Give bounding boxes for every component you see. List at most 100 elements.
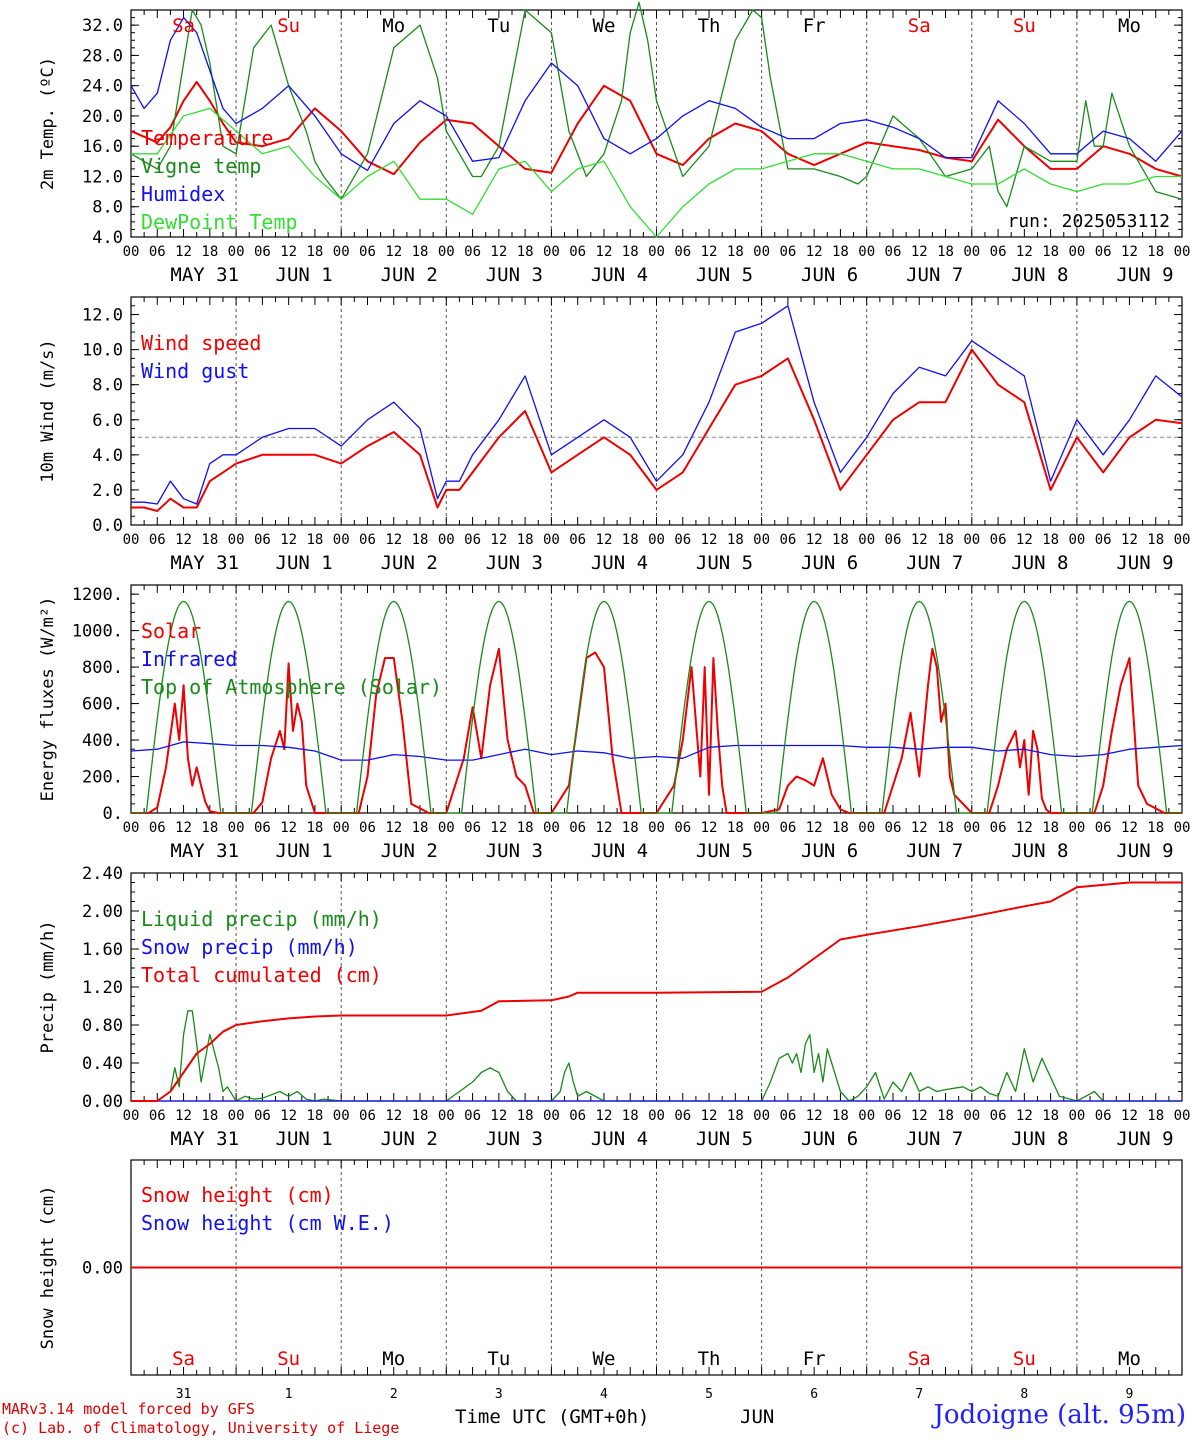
date-label: JUN 8 [1011, 552, 1068, 574]
model-credit: MARv3.14 model forced by GFS (c) Lab. of… [2, 1400, 399, 1438]
hour-label: 12 [806, 532, 823, 548]
hour-label: 00 [228, 820, 245, 836]
hour-label: 00 [438, 532, 455, 548]
date-label: JUN 6 [801, 264, 858, 286]
hour-label: 12 [1016, 1108, 1033, 1124]
hour-label: 06 [779, 1108, 796, 1124]
hour-label: 18 [1042, 532, 1059, 548]
day-number: 3 [495, 1387, 503, 1402]
legend-entry: Snow height (cm) [141, 1183, 334, 1207]
hour-label: 12 [1016, 244, 1033, 260]
hour-label: 00 [543, 820, 560, 836]
hour-label: 00 [963, 820, 980, 836]
weekday-label: Sa [908, 15, 931, 37]
hour-label: 18 [622, 532, 639, 548]
hour-label: 00 [963, 532, 980, 548]
hour-label: 06 [359, 820, 376, 836]
hour-label: 12 [490, 532, 507, 548]
series-line-wind-speed [131, 348, 1183, 512]
hour-label: 18 [1042, 1108, 1059, 1124]
hour-label: 00 [123, 820, 140, 836]
y-axis-title: 10m Wind (m/s) [38, 339, 58, 482]
hour-label: 00 [1068, 1108, 1085, 1124]
hour-label: 06 [149, 1108, 166, 1124]
hour-label: 06 [149, 532, 166, 548]
hour-label: 06 [149, 244, 166, 260]
hour-label: 12 [806, 1108, 823, 1124]
date-label: JUN 7 [906, 1128, 963, 1150]
hour-label: 12 [280, 244, 297, 260]
hour-label: 00 [228, 244, 245, 260]
date-label: JUN 5 [696, 264, 753, 286]
legend-entry: Snow precip (mm/h) [141, 935, 358, 959]
hour-label: 12 [596, 532, 613, 548]
hour-label: 18 [622, 820, 639, 836]
hour-label: 18 [412, 244, 429, 260]
panel-5 [130, 1159, 1183, 1376]
hour-label: 12 [911, 820, 928, 836]
hour-label: 18 [1147, 820, 1164, 836]
hour-label: 12 [175, 1108, 192, 1124]
month-label: JUN [740, 1406, 775, 1428]
hour-label: 18 [1147, 1108, 1164, 1124]
hour-label: 00 [1174, 532, 1191, 548]
hour-label: 06 [674, 244, 691, 260]
hour-label: 00 [963, 1108, 980, 1124]
hour-label: 00 [858, 820, 875, 836]
hour-label: 18 [517, 820, 534, 836]
hour-label: 00 [1068, 820, 1085, 836]
run-annotation: run: 2025053112 [1007, 211, 1170, 232]
date-label: JUN 1 [276, 840, 333, 862]
hour-label: 18 [727, 1108, 744, 1124]
hour-label: 06 [779, 820, 796, 836]
hour-label: 18 [306, 1108, 323, 1124]
y-axis-title: 2m Temp. (ºC) [38, 57, 58, 190]
hour-label: 18 [622, 244, 639, 260]
date-label: MAY 31 [170, 264, 239, 286]
hour-label: 00 [753, 532, 770, 548]
hour-label: 06 [464, 820, 481, 836]
hour-label: 00 [648, 1108, 665, 1124]
hour-label: 00 [333, 532, 350, 548]
hour-label: 06 [464, 244, 481, 260]
hour-label: 18 [517, 244, 534, 260]
y-tick-label: 1.20 [82, 978, 123, 998]
y-tick-label: 0.80 [82, 1016, 123, 1036]
y-tick-label: 4.0 [92, 446, 123, 466]
hour-label: 06 [569, 1108, 586, 1124]
hour-label: 18 [306, 820, 323, 836]
series-line-temperature [130, 80, 1183, 178]
hour-label: 12 [385, 244, 402, 260]
hour-label: 18 [622, 1108, 639, 1124]
hour-label: 06 [885, 1108, 902, 1124]
hour-label: 06 [569, 820, 586, 836]
date-label: JUN 2 [381, 840, 438, 862]
hour-label: 06 [254, 820, 271, 836]
hour-label: 18 [201, 1108, 218, 1124]
series-line-humidex [130, 16, 1183, 172]
day-number: 6 [810, 1387, 818, 1402]
hour-label: 12 [806, 244, 823, 260]
hour-label: 06 [885, 532, 902, 548]
hour-label: 06 [464, 1108, 481, 1124]
legend-entry: Temperature [141, 126, 273, 150]
hour-label: 00 [858, 244, 875, 260]
hour-label: 12 [596, 1108, 613, 1124]
hour-label: 12 [385, 820, 402, 836]
hour-label: 18 [306, 532, 323, 548]
hour-label: 18 [412, 820, 429, 836]
hour-label: 18 [832, 1108, 849, 1124]
hour-label: 00 [123, 1108, 140, 1124]
hour-label: 00 [123, 532, 140, 548]
hour-label: 18 [1147, 532, 1164, 548]
legend-entry: Wind gust [141, 359, 249, 383]
hour-label: 06 [1095, 532, 1112, 548]
hour-label: 18 [937, 244, 954, 260]
series-line-vigne-temp [130, 1, 1183, 208]
hour-label: 00 [753, 820, 770, 836]
weekday-label: Tu [487, 1348, 510, 1370]
y-tick-label: 600. [82, 695, 123, 715]
hour-label: 06 [674, 532, 691, 548]
hour-label: 06 [885, 820, 902, 836]
weekday-label: Th [698, 15, 721, 37]
